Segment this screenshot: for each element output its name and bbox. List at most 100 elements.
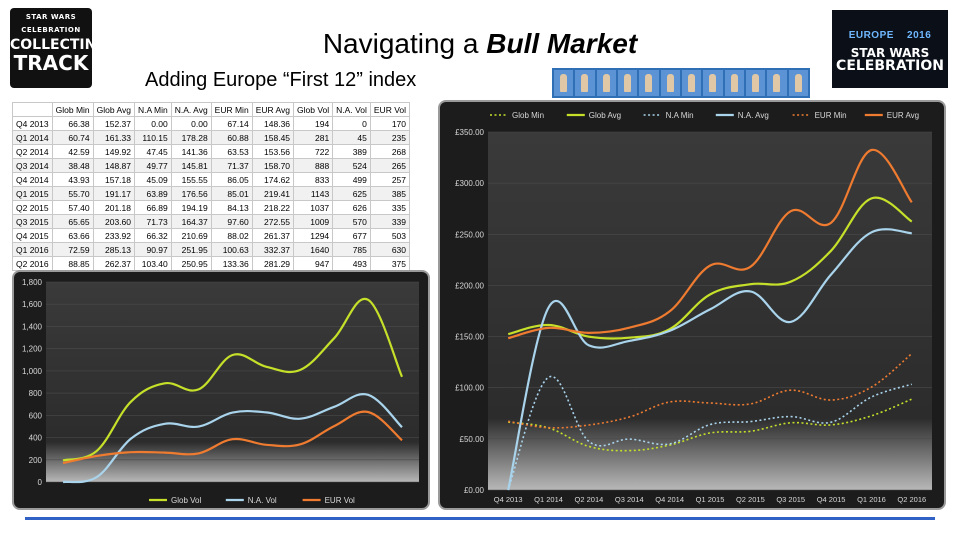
table-cell: 235 xyxy=(369,130,411,145)
logo-right-top: EUROPE 2016 xyxy=(832,30,948,41)
table-cell: 66.38 xyxy=(51,116,94,131)
table-cell: 261.37 xyxy=(251,228,295,243)
table-row: Q3 2015 65.65 203.60 71.73 164.37 97.60 272.55… xyxy=(12,214,411,229)
table-row: Q2 2016 88.85 262.37 103.40 250.95 133.36 281.… xyxy=(12,256,411,271)
table-cell: 265 xyxy=(369,158,411,173)
table-cell: 625 xyxy=(332,186,371,201)
x-tick-label: Q2 2014 xyxy=(575,495,604,504)
series-line-eur-min xyxy=(508,352,913,429)
title-emphasis: Bull Market xyxy=(486,28,638,59)
table-cell: 570 xyxy=(332,214,371,229)
series-line-eur-avg xyxy=(507,148,913,340)
logo-left-line4: TRACK xyxy=(13,51,89,75)
series-line-glob-min xyxy=(508,398,913,452)
table-cell: 332.37 xyxy=(251,242,295,257)
table-cell: 272.55 xyxy=(251,214,295,229)
y-tick-label: 1,000 xyxy=(22,367,43,376)
legend-label: EUR Vol xyxy=(325,496,355,505)
footer-divider xyxy=(25,517,935,520)
table-cell: 833 xyxy=(293,172,334,187)
table-row: Q3 2014 38.48 148.87 49.77 145.81 71.37 158.70… xyxy=(12,158,411,173)
legend-label: N.A Min xyxy=(666,111,694,120)
page-subtitle: Adding Europe “First 12” index xyxy=(145,69,417,91)
legend-label: Glob Vol xyxy=(171,496,201,505)
y-tick-label: 0 xyxy=(38,478,43,487)
table-cell: 57.40 xyxy=(51,200,94,215)
table-cell: 85.01 xyxy=(210,186,253,201)
table-cell: 161.33 xyxy=(92,130,135,145)
y-tick-label: 1,800 xyxy=(22,278,43,287)
table-cell: 251.95 xyxy=(170,242,212,257)
row-quarter: Q3 2015 xyxy=(12,214,53,229)
table-cell: 0.00 xyxy=(170,116,212,131)
table-cell: 66.89 xyxy=(133,200,172,215)
table-header-row: Glob Min Glob Avg N.A Min N.A. Avg EUR Min EU… xyxy=(12,102,411,117)
table-cell: 158.45 xyxy=(251,130,295,145)
x-tick-label: Q2 2015 xyxy=(736,495,765,504)
series-line-n-a-min xyxy=(507,375,913,491)
y-tick-label: £0.00 xyxy=(464,486,485,495)
table-row: Q1 2015 55.70 191.17 63.89 176.56 85.01 219.41… xyxy=(12,186,411,201)
price-chart: £0.00 £50.00 £100.00 £150.00 £200.00 £250.00 £… xyxy=(455,111,932,504)
x-tick-label: Q1 2014 xyxy=(534,495,563,504)
row-quarter: Q1 2015 xyxy=(12,186,53,201)
y-tick-label: 600 xyxy=(29,411,43,420)
table-row: Q2 2015 57.40 201.18 66.89 194.19 84.13 218.22… xyxy=(12,200,411,215)
table-cell: 84.13 xyxy=(210,200,253,215)
x-tick-label: Q3 2014 xyxy=(615,495,644,504)
y-tick-label: £100.00 xyxy=(455,384,484,393)
table-row: Q1 2014 60.74 161.33 110.15 178.28 60.88 158.4… xyxy=(12,130,411,145)
table-cell: 71.73 xyxy=(133,214,172,229)
table-cell: 268 xyxy=(369,144,411,159)
table-cell: 110.15 xyxy=(133,130,172,145)
series-line-n-a-vol xyxy=(62,392,403,484)
table-cell: 524 xyxy=(332,158,371,173)
table-cell: 141.36 xyxy=(170,144,212,159)
table-cell: 90.97 xyxy=(133,242,172,257)
x-tick-label: Q3 2015 xyxy=(776,495,805,504)
table-cell: 60.88 xyxy=(210,130,253,145)
table-cell: 947 xyxy=(293,256,334,271)
row-quarter: Q4 2015 xyxy=(12,228,53,243)
column-header: N.A Min xyxy=(133,102,172,117)
table-cell: 0 xyxy=(332,116,371,131)
column-header: N.A. Avg xyxy=(170,102,212,117)
row-quarter: Q2 2016 xyxy=(12,256,53,271)
table-cell: 1640 xyxy=(293,242,334,257)
table-cell: 45.09 xyxy=(133,172,172,187)
table-cell: 1037 xyxy=(293,200,334,215)
row-quarter: Q1 2014 xyxy=(12,130,53,145)
table-cell: 88.85 xyxy=(51,256,94,271)
table-cell: 626 xyxy=(332,200,371,215)
title-plain: Navigating a xyxy=(322,28,487,59)
table-cell: 285.13 xyxy=(92,242,135,257)
price-data-table: Glob Min Glob Avg N.A Min N.A. Avg EUR Min EU… xyxy=(12,102,411,271)
logo-left-line1: STAR WARS xyxy=(25,13,77,21)
table-cell: 133.36 xyxy=(210,256,253,271)
column-header: EUR Avg xyxy=(251,102,295,117)
legend-label: Glob Min xyxy=(512,111,544,120)
column-header: Glob Avg xyxy=(92,102,135,117)
table-cell: 201.18 xyxy=(92,200,135,215)
table-cell: 194 xyxy=(293,116,334,131)
volume-chart: 0 200 400 600 800 1,000 1,200 1,400 1,600 1,800 Gl… xyxy=(22,278,419,505)
row-quarter: Q4 2014 xyxy=(12,172,53,187)
legend-label: EUR Min xyxy=(815,111,847,120)
table-cell: 219.41 xyxy=(251,186,295,201)
column-header: EUR Vol xyxy=(369,102,411,117)
table-cell: 71.37 xyxy=(210,158,253,173)
y-tick-label: 200 xyxy=(29,456,43,465)
table-cell: 164.37 xyxy=(170,214,212,229)
y-tick-label: 1,600 xyxy=(22,300,43,309)
table-cell: 103.40 xyxy=(133,256,172,271)
y-tick-label: 800 xyxy=(29,389,43,398)
y-tick-label: 1,200 xyxy=(22,345,43,354)
y-tick-label: £50.00 xyxy=(460,435,485,444)
table-cell: 888 xyxy=(293,158,334,173)
logo-right-europe: EUROPE xyxy=(848,30,894,41)
table-cell: 389 xyxy=(332,144,371,159)
table-cell: 630 xyxy=(369,242,411,257)
column-header: Glob Vol xyxy=(293,102,334,117)
y-tick-label: 1,400 xyxy=(22,322,43,331)
y-tick-label: £350.00 xyxy=(455,128,484,137)
